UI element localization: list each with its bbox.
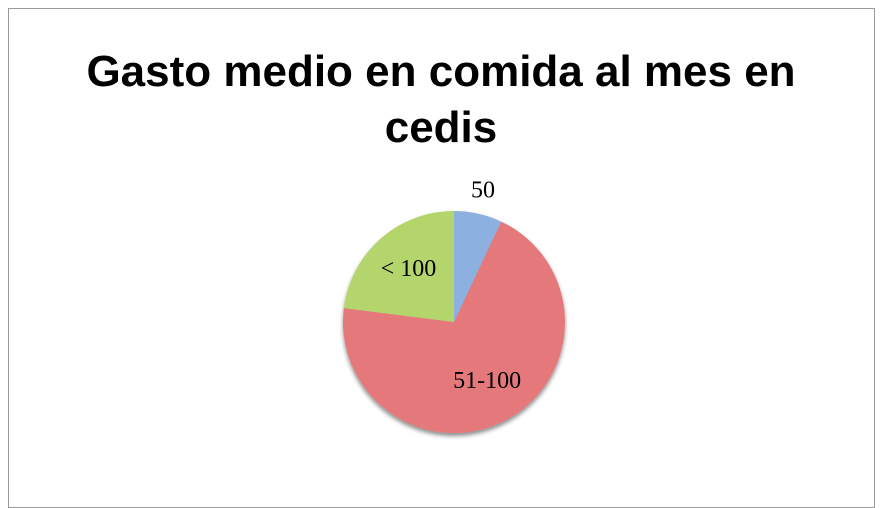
chart: 50 51-100 < 100 (343, 178, 565, 434)
slice-label: < 100 (381, 256, 437, 282)
slice-label: 50 (471, 178, 495, 204)
chart-title: Gasto medio en comida al mes en cedis (86, 47, 796, 152)
pie-slice (454, 211, 502, 322)
pie (343, 211, 565, 434)
slice-label: 51-100 (453, 368, 521, 394)
pie-slice (343, 221, 565, 434)
page: Gasto medio en comida al mes en cedis 50… (8, 8, 875, 508)
pie-slice (343, 211, 454, 322)
